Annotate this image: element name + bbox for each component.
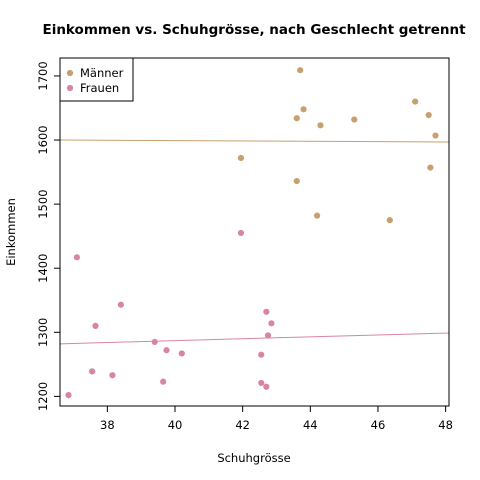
x-tick-label-38: 38 [100,418,115,432]
point-maenner-2 [293,115,300,122]
x-axis-title: Schuhgrösse [217,451,290,465]
x-axis: 38 40 42 44 46 48 [100,406,453,432]
x-tick-label-42: 42 [235,418,250,432]
point-maenner-6 [425,111,432,119]
point-maenner-7 [432,132,439,139]
point-maenner-10 [293,177,300,185]
y-axis: 1200 1300 1400 1500 1600 1700 [36,61,60,411]
point-maenner-11 [313,212,321,219]
x-tick-label-40: 40 [168,418,183,432]
point-frauen-9 [178,350,185,357]
legend-box [59,57,134,102]
chart-title: Einkommen vs. Schuhgrösse, nach Geschlec… [42,22,466,38]
y-tick-label-1200: 1200 [36,382,50,411]
y-tick-label-1500: 1500 [36,189,50,218]
point-frauen-10 [258,351,265,358]
legend-marker-frauen [66,84,74,92]
point-frauen-5 [268,320,275,327]
y-tick-label-1600: 1600 [36,125,50,154]
point-frauen-7 [151,338,158,346]
point-frauen-2 [117,301,124,308]
point-frauen-12 [109,372,116,379]
point-maenner-8 [237,154,245,162]
point-maenner-5 [412,98,419,105]
point-frauen-4 [263,308,270,315]
point-frauen-8 [163,347,170,354]
y-axis-title: Einkommen [4,198,18,266]
fit-line-maenner [60,139,449,143]
point-frauen-13 [160,378,167,385]
y-tick-label-1700: 1700 [36,61,50,90]
fit-line-frauen [60,332,449,345]
point-frauen-16 [65,392,72,399]
y-tick-label-1300: 1300 [36,318,50,347]
point-maenner-3 [317,122,324,129]
point-maenner-9 [427,164,434,171]
y-tick-label-1400: 1400 [36,254,50,283]
point-frauen-15 [263,383,270,390]
plot-frame [59,57,450,407]
point-maenner-12 [386,217,393,224]
point-frauen-3 [92,322,99,329]
point-maenner-0 [297,67,304,74]
x-tick-label-44: 44 [303,418,318,432]
point-maenner-1 [300,106,307,113]
x-tick-label-46: 46 [371,418,386,432]
point-maenner-4 [351,116,358,123]
legend-label-frauen: Frauen [80,81,119,95]
legend-label-maenner: Männer [80,66,124,80]
point-frauen-6 [264,332,272,339]
point-frauen-1 [237,229,245,237]
point-frauen-14 [258,379,265,387]
x-tick-label-48: 48 [438,418,453,432]
point-frauen-11 [89,368,96,375]
point-frauen-0 [73,254,81,261]
legend-marker-maenner [66,69,74,77]
